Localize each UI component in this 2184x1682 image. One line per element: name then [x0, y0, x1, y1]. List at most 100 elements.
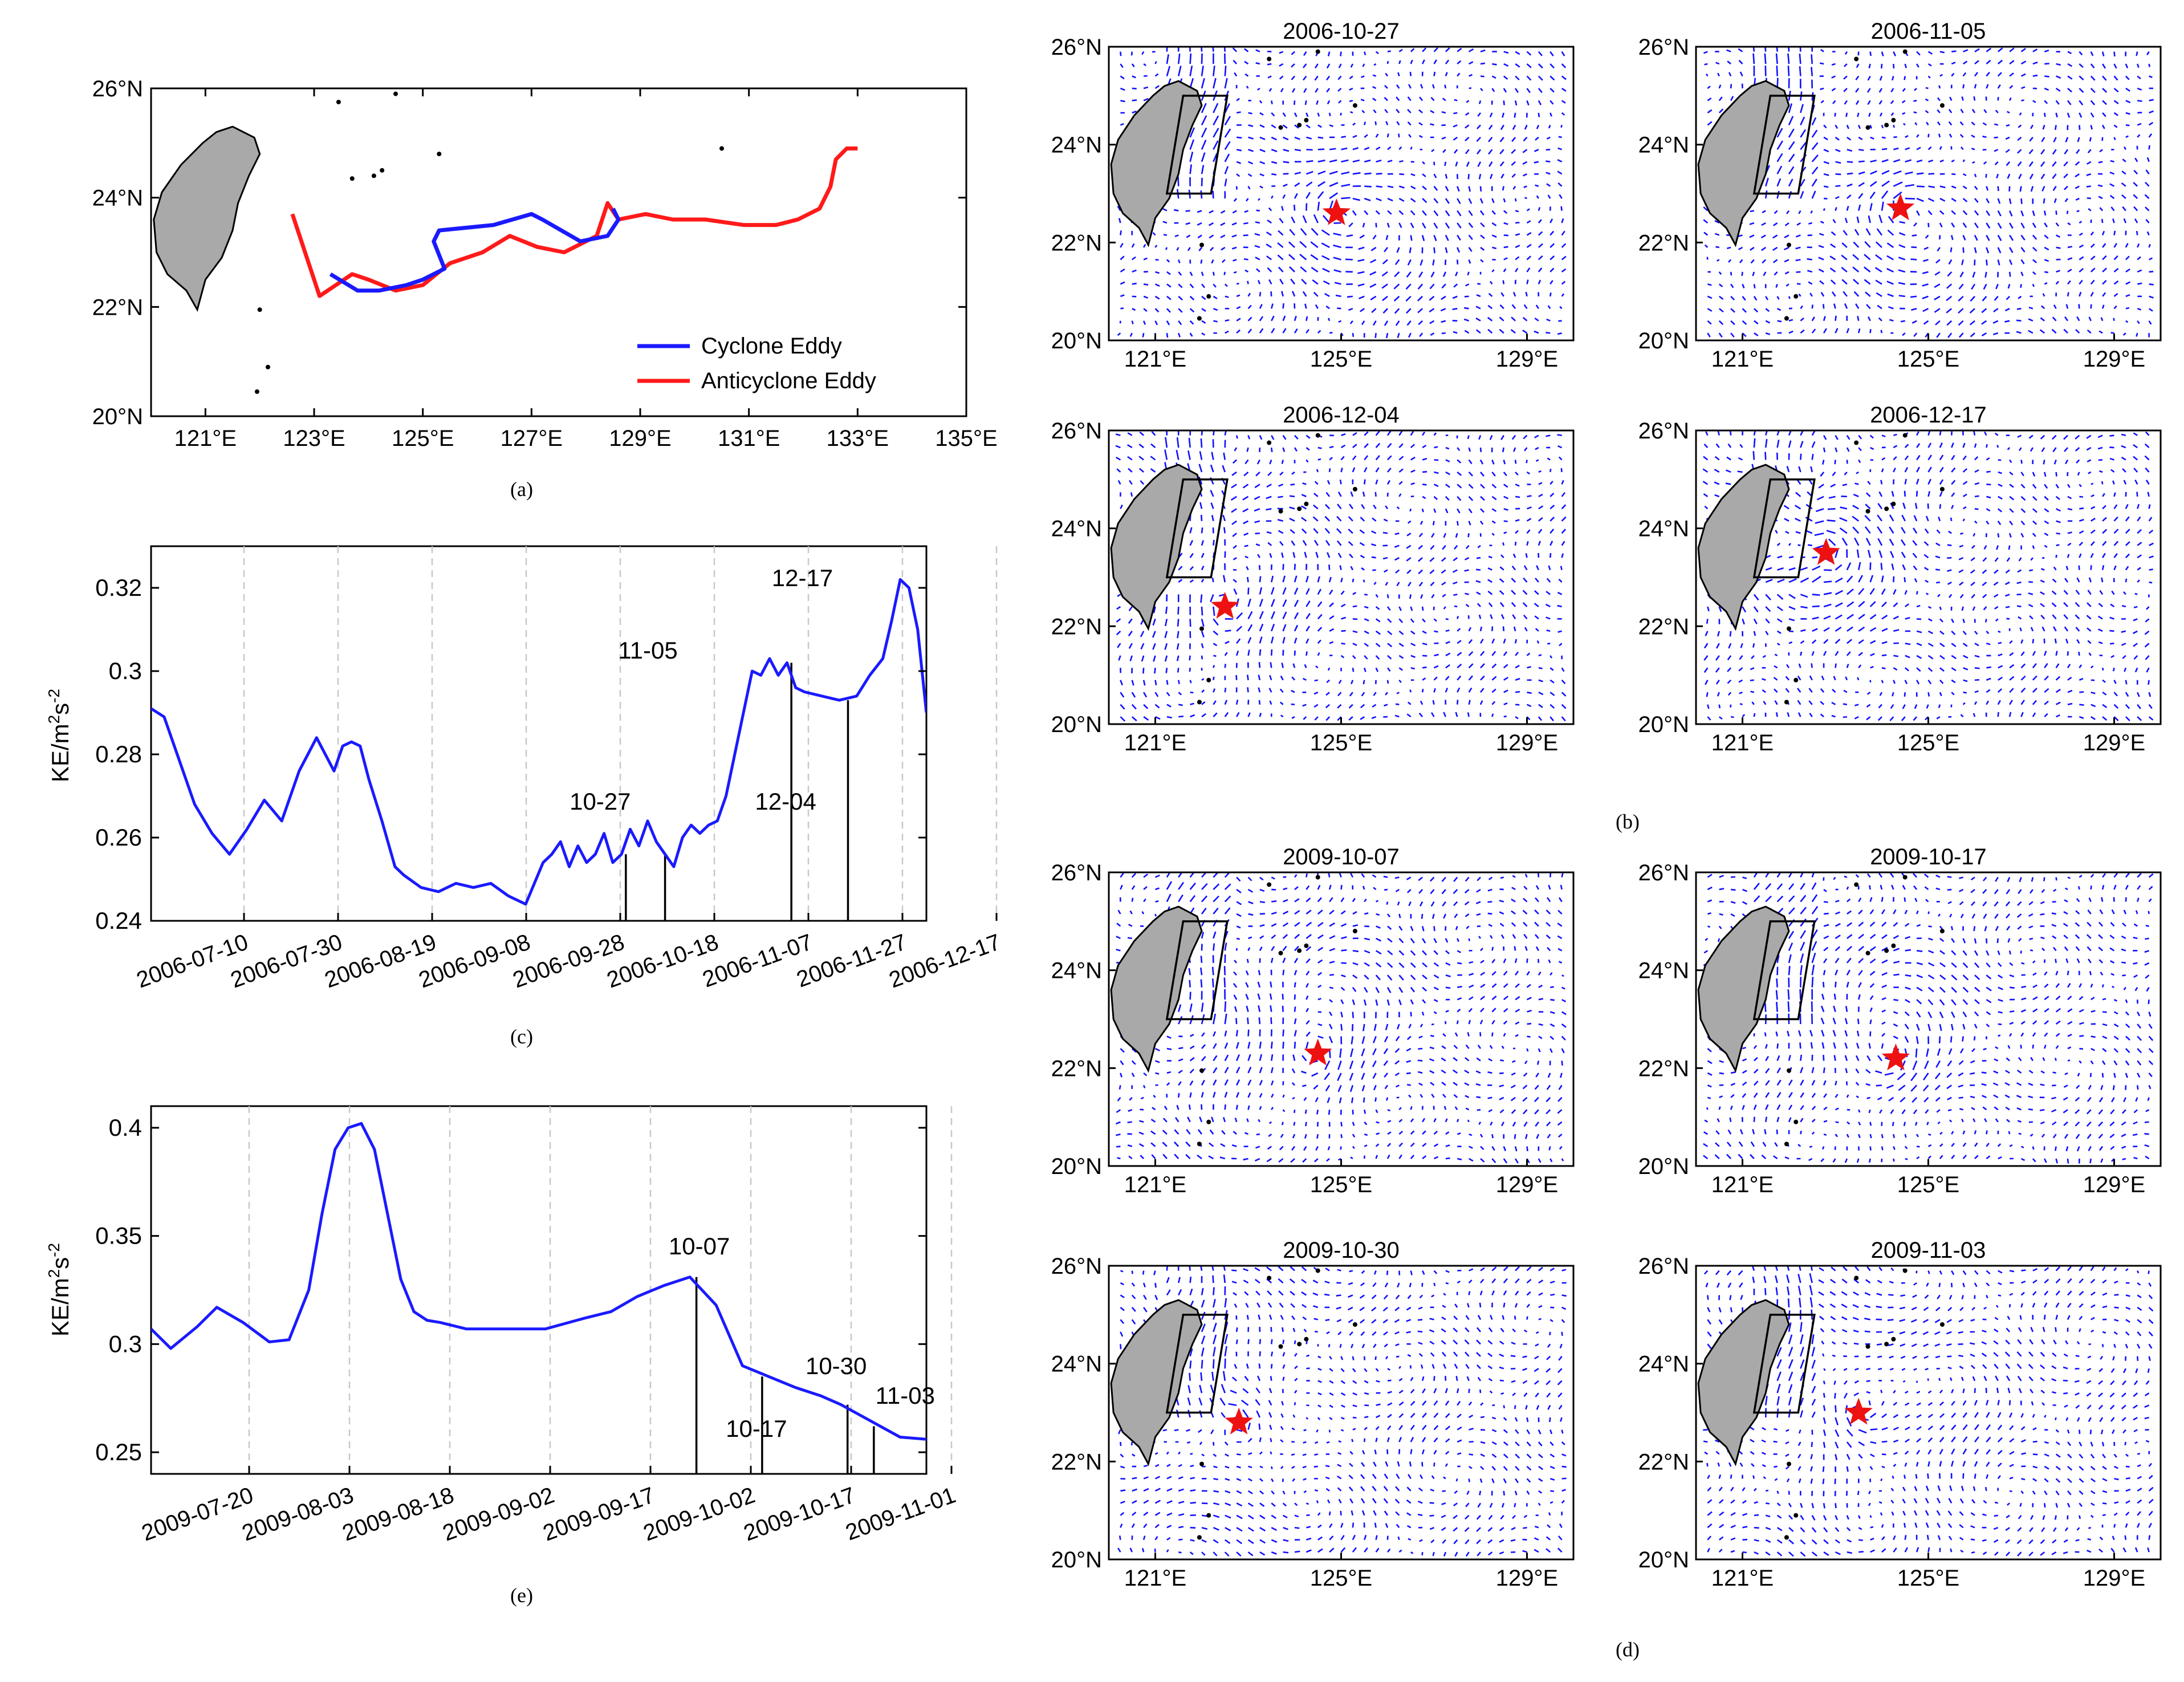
vector-arrow: [1776, 594, 1784, 600]
vector-arrow: [1788, 606, 1796, 610]
vector-arrow: [1201, 895, 1207, 903]
vector-arrow: [1561, 553, 1564, 558]
vector-arrow: [1561, 87, 1567, 92]
vector-arrow: [1487, 912, 1492, 915]
vector-arrow: [1858, 588, 1865, 595]
vector-arrow: [1503, 460, 1506, 465]
vector-arrow: [1478, 1122, 1482, 1125]
vector-arrow: [1120, 872, 1124, 878]
vector-arrow: [2090, 125, 2093, 130]
vector-arrow: [1166, 716, 1172, 719]
vector-arrow: [1739, 655, 1743, 660]
vector-arrow: [1381, 283, 1388, 289]
vector-arrow: [1714, 481, 1720, 485]
vector-arrow: [1313, 692, 1319, 695]
vector-arrow: [1271, 195, 1274, 199]
vector-arrow: [1259, 946, 1263, 951]
vector-arrow: [2067, 269, 2072, 273]
vector-arrow: [1371, 530, 1377, 534]
vector-arrow: [1189, 619, 1191, 627]
vector-arrow: [1870, 459, 1874, 461]
vector-arrow: [1534, 149, 1539, 152]
vector-arrow: [1526, 51, 1532, 56]
vector-arrow: [1776, 128, 1783, 138]
y-tick-label: 24°N: [1051, 133, 1102, 158]
vector-arrow: [2087, 149, 2092, 153]
vector-arrow: [1302, 1055, 1307, 1062]
vector-arrow: [1478, 936, 1482, 939]
vector-arrow: [1305, 946, 1312, 952]
vector-arrow: [2098, 470, 2103, 473]
vector-arrow: [1898, 269, 1906, 273]
vector-arrow: [1730, 283, 1734, 289]
vector-arrow: [1905, 617, 1910, 620]
x-tick-label: 125°E: [392, 426, 454, 451]
velocity-vectors: [1115, 430, 1567, 722]
vector-arrow: [1364, 210, 1369, 216]
vector-arrow: [1384, 97, 1388, 101]
vector-arrow: [1557, 434, 1562, 436]
vector-arrow: [1547, 946, 1551, 952]
vector-arrow: [1359, 234, 1365, 239]
vector-arrow: [1305, 613, 1311, 620]
vector-arrow: [2113, 280, 2119, 285]
vector-arrow: [1526, 220, 1531, 224]
vector-arrow: [1534, 590, 1539, 595]
vector-arrow: [1317, 148, 1325, 151]
vector-arrow: [1858, 148, 1864, 151]
vector-arrow: [2148, 320, 2152, 325]
vector-arrow: [1927, 491, 1930, 497]
vector-arrow: [1951, 72, 1955, 77]
vector-arrow: [2133, 618, 2138, 621]
vector-arrow: [1120, 51, 1122, 56]
vector-arrow: [1398, 443, 1404, 448]
vector-arrow: [1247, 637, 1252, 644]
vector-arrow: [1765, 618, 1770, 624]
vector-arrow: [1970, 557, 1975, 562]
vector-arrow: [1236, 148, 1242, 152]
vector-arrow: [1468, 639, 1473, 644]
vector-arrow: [2100, 317, 2104, 322]
map-panel: 121°E 125°E 129°E26°N24°N22°N20°N2006-11-0…: [1638, 19, 2162, 372]
vector-arrow: [1410, 974, 1416, 981]
vector-arrow: [1479, 521, 1484, 525]
taiwan-island: [153, 125, 261, 312]
vector-arrow: [1422, 431, 1426, 436]
vector-arrow: [1434, 471, 1439, 474]
vector-arrow: [1382, 556, 1388, 560]
vector-arrow: [1362, 491, 1365, 497]
vector-arrow: [1334, 282, 1341, 285]
vector-arrow: [2032, 222, 2036, 228]
vector-arrow: [2113, 565, 2117, 571]
vector-arrow: [1453, 1094, 1458, 1098]
vector-arrow: [1280, 675, 1284, 681]
vector-arrow: [1300, 1070, 1307, 1074]
vector-arrow: [1962, 643, 1968, 647]
vector-arrow: [1982, 569, 1987, 574]
vector-arrow: [1420, 259, 1424, 266]
vector-arrow: [1352, 962, 1359, 966]
vector-arrow: [1858, 459, 1861, 464]
vector-arrow: [1511, 887, 1516, 891]
vector-arrow: [1765, 631, 1769, 636]
vector-arrow: [1283, 899, 1288, 903]
vector-arrow: [1499, 911, 1504, 915]
vector-arrow: [1730, 332, 1735, 338]
vector-arrow: [1341, 171, 1350, 175]
vector-arrow: [1395, 1084, 1400, 1088]
vector-arrow: [1209, 210, 1214, 214]
vector-arrow: [1361, 567, 1365, 571]
vector-arrow: [1282, 575, 1286, 583]
vector-arrow: [1924, 528, 1929, 534]
vector-arrow: [1340, 332, 1344, 336]
vector-arrow: [1480, 675, 1485, 681]
vector-arrow: [1268, 207, 1272, 212]
vector-arrow: [1375, 950, 1382, 955]
vector-arrow: [1843, 63, 1848, 67]
vector-arrow: [1305, 600, 1311, 607]
vector-arrow: [1927, 630, 1934, 635]
vector-arrow: [1352, 197, 1361, 201]
vector-arrow: [1398, 133, 1400, 138]
vector-arrow: [1433, 665, 1439, 669]
